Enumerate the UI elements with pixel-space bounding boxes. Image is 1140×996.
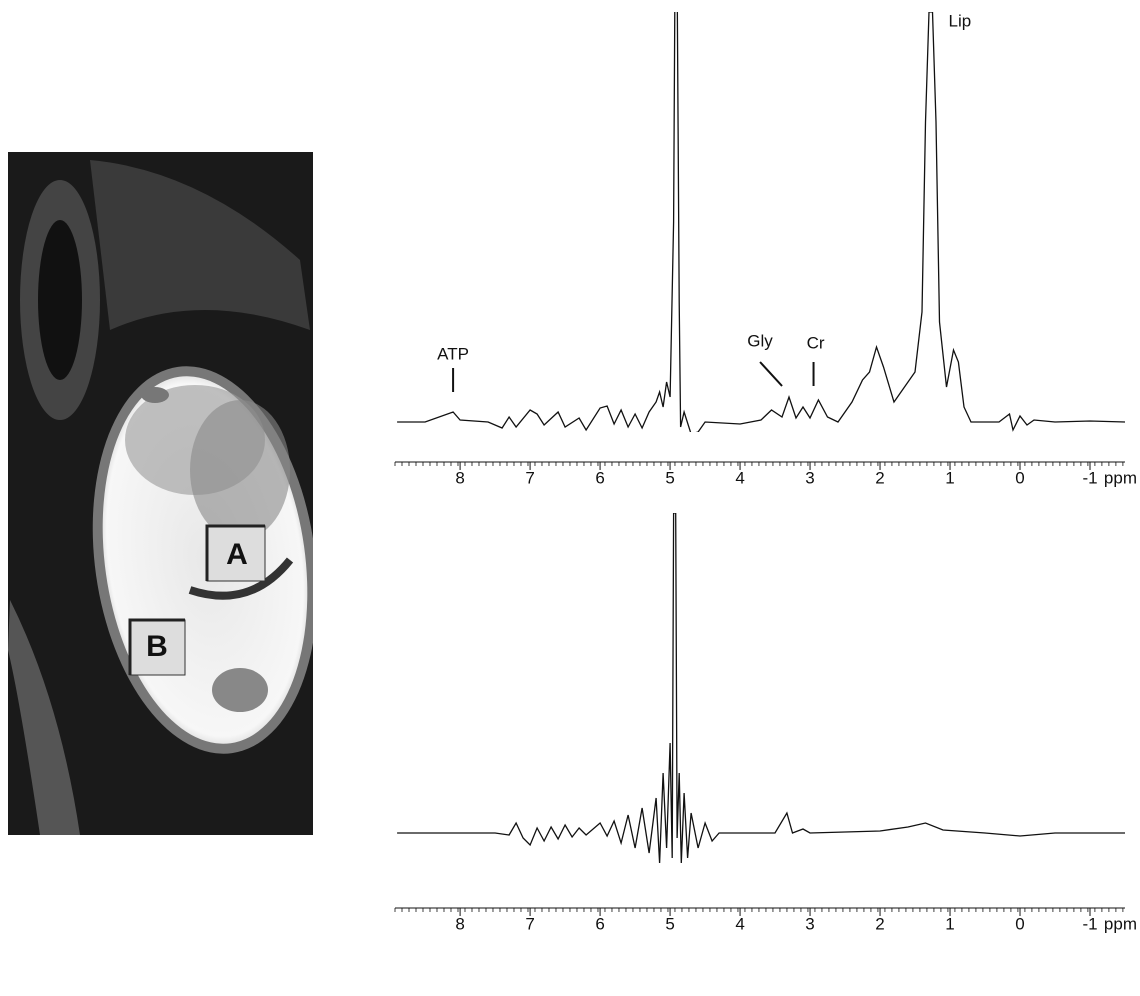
mri-image: A B: [8, 152, 313, 835]
annotation: Gly: [747, 331, 773, 350]
annotation: ATP: [437, 344, 469, 363]
x-tick-label: 2: [875, 468, 884, 487]
spectrum-line: [397, 12, 1125, 432]
x-tick-label: 3: [805, 914, 814, 933]
x-tick-label: 1: [945, 914, 954, 933]
x-tick-label: -1: [1082, 914, 1097, 933]
x-tick-label: 3: [805, 468, 814, 487]
x-tick-label: 1: [945, 468, 954, 487]
x-tick-label: 7: [525, 914, 534, 933]
annotation: Lip: [949, 11, 972, 30]
x-tick-label: 2: [875, 914, 884, 933]
x-axis-label: ppm: [1104, 468, 1137, 487]
annotation: Cr: [807, 333, 825, 352]
x-tick-label: 7: [525, 468, 534, 487]
x-axis-label: ppm: [1104, 914, 1137, 933]
x-tick-label: 8: [455, 468, 464, 487]
x-tick-label: 4: [735, 914, 744, 933]
x-tick-label: 5: [665, 914, 674, 933]
x-tick-label: 6: [595, 914, 604, 933]
x-tick-label: 8: [455, 914, 464, 933]
x-tick-label: 4: [735, 468, 744, 487]
region-label: B: [146, 630, 168, 663]
x-tick-label: 6: [595, 468, 604, 487]
region-label: A: [226, 538, 248, 571]
spectra: 8 7 6 5 4 3 2 1 0 -1 ppm ATP Gly Cr Lip 8 7 6 5 4 3 2 1 0 -1 ppm: [394, 11, 1137, 933]
spectrum-line: [397, 513, 1125, 863]
x-tick-label: 0: [1015, 914, 1024, 933]
annotation-line: [759, 361, 783, 387]
x-tick-label: 0: [1015, 468, 1024, 487]
x-tick-label: 5: [665, 468, 674, 487]
x-tick-label: -1: [1082, 468, 1097, 487]
